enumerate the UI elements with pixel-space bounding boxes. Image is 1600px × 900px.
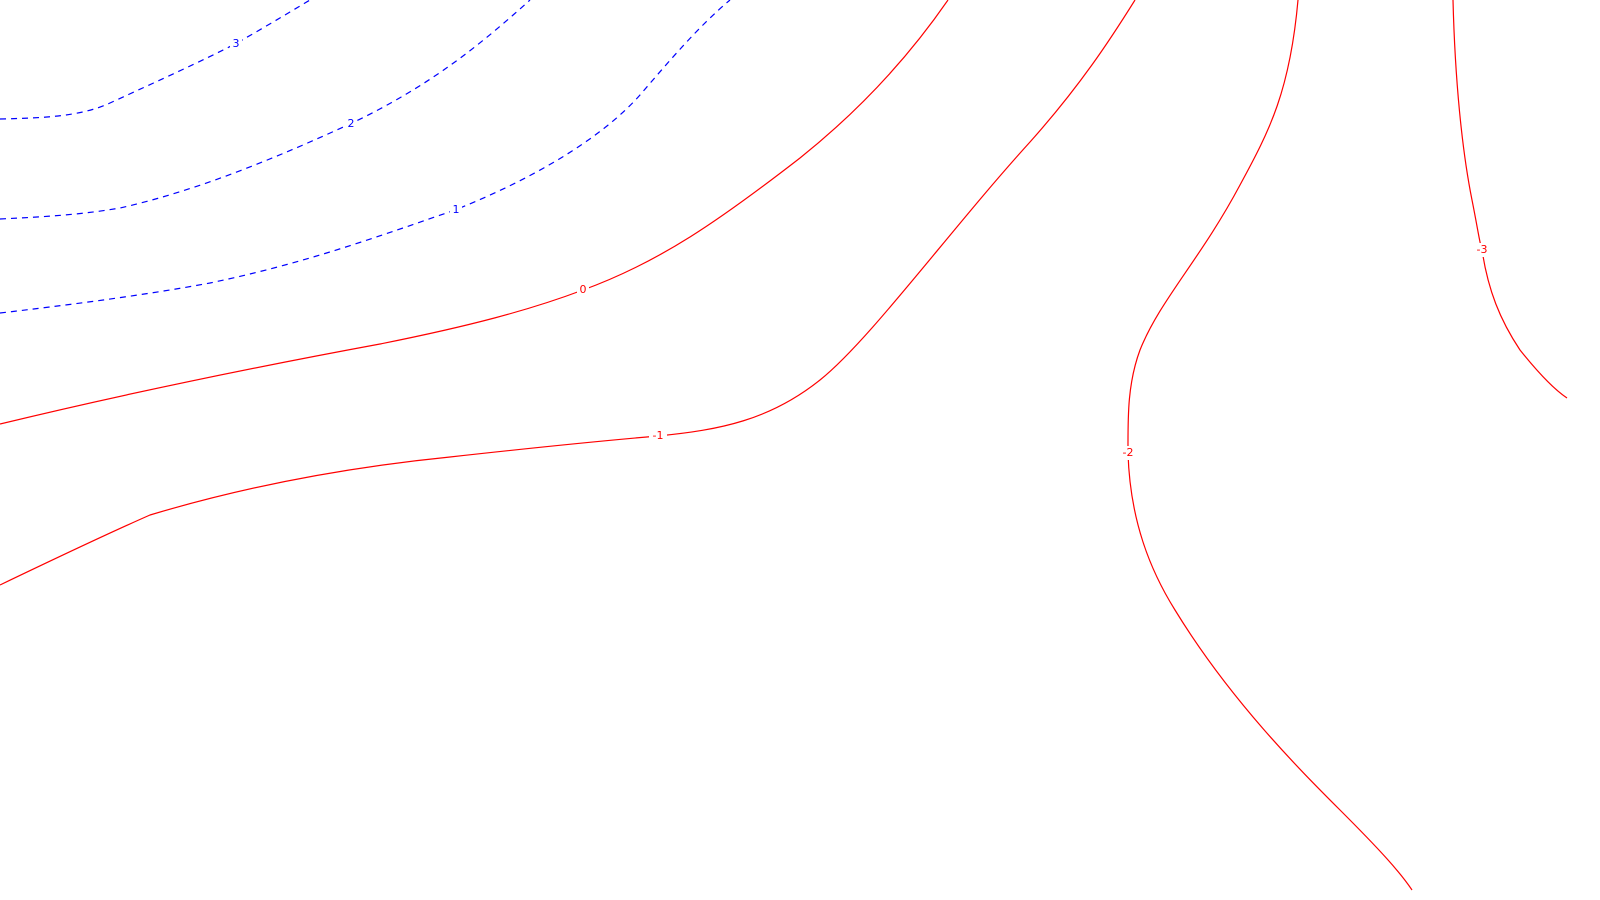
contour-label-pos0: 0 (580, 283, 587, 296)
contour-label-bg-neg1 (649, 429, 667, 443)
contour-label-bg-pos3 (230, 37, 242, 51)
contour-label-pos3: 3 (233, 37, 240, 50)
contour-label-pos1: 1 (453, 203, 460, 216)
contour-label-bg-pos2 (345, 117, 357, 131)
contour-line-pos1 (0, 0, 731, 314)
contour-label-neg2: -2 (1123, 446, 1134, 459)
contour-line-pos3 (0, 0, 311, 120)
contour-label-neg1: -1 (653, 429, 664, 442)
contour-label-bg-neg2 (1119, 446, 1137, 460)
contour-label-bg-pos1 (450, 203, 462, 217)
contour-label-bg-neg3 (1473, 243, 1491, 257)
contour-label-neg3: -3 (1477, 243, 1488, 256)
contour-label-pos2: 2 (348, 117, 355, 130)
contour-line-pos2 (0, 0, 531, 220)
contour-label-bg-pos0 (577, 283, 589, 297)
contour-labels: 3 2 1 0 -1 -2 -3 (230, 37, 1491, 460)
